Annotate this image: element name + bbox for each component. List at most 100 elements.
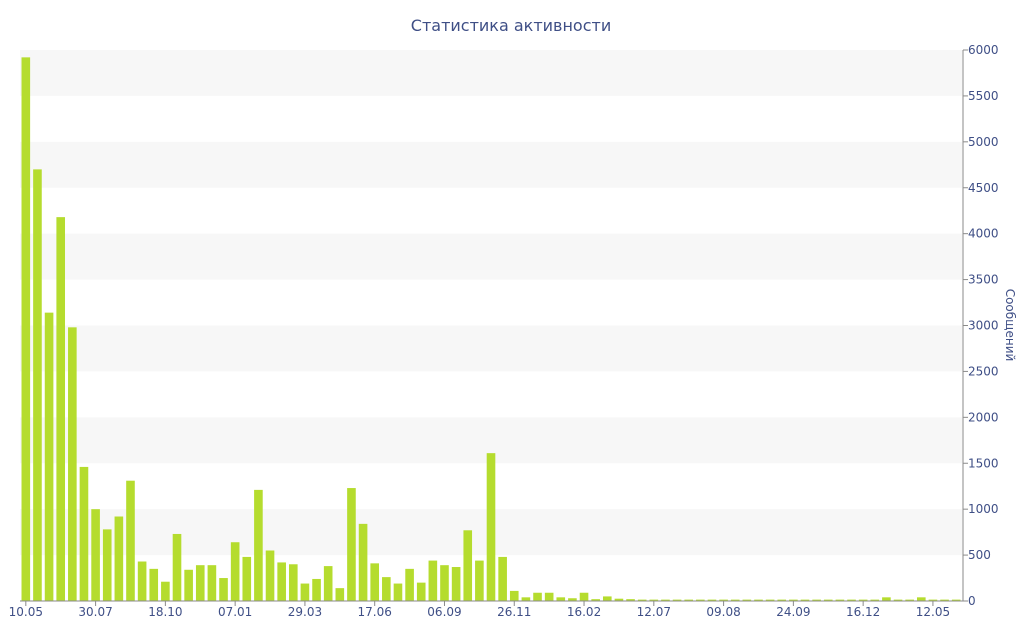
y-tick-label: 3500 [968,273,999,287]
bar[interactable] [498,556,507,601]
bar[interactable] [300,583,310,601]
bar[interactable] [463,530,473,601]
bar[interactable] [370,563,380,601]
bar[interactable] [451,567,461,601]
bar[interactable] [730,599,740,601]
bar[interactable] [312,578,321,601]
bar[interactable] [219,578,228,601]
bar[interactable] [184,569,193,601]
bar[interactable] [428,560,438,601]
bar[interactable] [882,597,891,601]
bar[interactable] [416,582,426,601]
bar[interactable] [916,597,926,601]
bar[interactable] [858,599,868,601]
bar[interactable] [777,599,787,601]
bar[interactable] [393,583,403,601]
bar[interactable] [661,599,670,601]
y-tick-label: 2000 [968,410,999,424]
bar[interactable] [637,599,647,601]
bar[interactable] [207,565,217,601]
bar[interactable] [602,596,612,601]
bar[interactable] [44,312,54,601]
bar[interactable] [800,599,810,601]
bar[interactable] [475,560,484,601]
y-axis-title: Сообщений [1003,289,1017,362]
y-tick-label: 5000 [968,135,999,149]
y-tick-label: 3000 [968,319,999,333]
bar[interactable] [172,533,182,601]
y-tick-label: 5500 [968,89,999,103]
bar[interactable] [905,599,914,601]
bar[interactable] [79,466,89,601]
bar[interactable] [893,599,903,601]
bar[interactable] [614,598,624,601]
bar[interactable] [568,598,577,601]
bar[interactable] [486,453,496,601]
bar[interactable] [579,592,589,601]
bar[interactable] [951,599,961,601]
bar[interactable] [440,565,449,601]
x-tick-label: 16.02 [567,605,601,619]
x-tick-label: 24.09 [776,605,810,619]
bar[interactable] [405,568,414,601]
x-tick-label: 09.08 [706,605,740,619]
bar[interactable] [789,599,798,601]
bar[interactable] [870,599,880,601]
bar[interactable] [68,327,77,601]
bar[interactable] [684,599,694,601]
bar[interactable] [521,597,531,601]
y-tick-label: 1500 [968,456,999,470]
bar[interactable] [742,599,752,601]
bar[interactable] [114,516,124,601]
bar[interactable] [347,488,356,601]
bar[interactable] [823,599,833,601]
bar[interactable] [56,217,66,601]
bar[interactable] [544,592,554,601]
bar[interactable] [91,509,100,601]
bar[interactable] [33,169,42,601]
bar[interactable] [288,564,298,601]
bar[interactable] [323,566,333,601]
bar[interactable] [335,588,345,601]
bar[interactable] [649,599,659,601]
y-tick-label: 500 [968,548,991,562]
bar[interactable] [707,599,717,601]
bar[interactable] [696,599,705,601]
x-tick-label: 16.12 [846,605,880,619]
bar[interactable] [847,599,856,601]
bar[interactable] [928,599,938,601]
bar[interactable] [358,523,368,601]
bar[interactable] [533,592,542,601]
bar[interactable] [230,542,240,601]
bar[interactable] [102,529,112,601]
bar[interactable] [21,57,31,602]
bar[interactable] [265,550,275,601]
grid-band [20,325,962,372]
bar[interactable] [137,561,147,601]
x-tick-label: 30.07 [78,605,112,619]
bar[interactable] [161,581,170,601]
x-tick-label: 17.06 [358,605,392,619]
bar[interactable] [754,599,763,601]
bar[interactable] [626,599,635,601]
bar[interactable] [195,565,205,601]
bar[interactable] [382,577,391,601]
y-tick-label: 2500 [968,364,999,378]
bar[interactable] [509,590,519,601]
bar[interactable] [672,599,682,601]
bar[interactable] [556,597,566,601]
bar[interactable] [242,556,252,601]
bar[interactable] [719,599,728,601]
bar[interactable] [254,489,263,601]
y-axis-ticks: 0 500 1000 1500 2000 2500 3000 3500 4000 4500 5000… [963,43,999,608]
bar[interactable] [126,480,135,601]
x-tick-label: 12.07 [637,605,671,619]
bar[interactable] [765,599,775,601]
bar[interactable] [940,599,949,601]
bar[interactable] [591,599,600,601]
bar[interactable] [277,562,286,601]
bar[interactable] [149,568,159,601]
bar[interactable] [812,599,821,601]
bar[interactable] [835,599,845,601]
x-tick-label: 06.09 [427,605,461,619]
